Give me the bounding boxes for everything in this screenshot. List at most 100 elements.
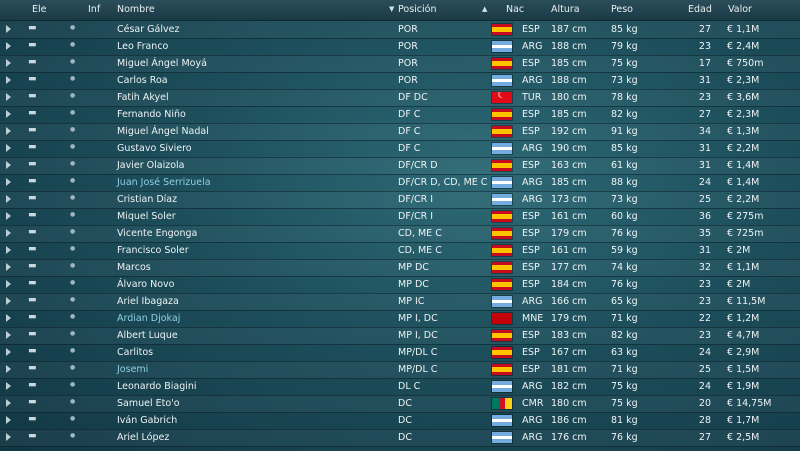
player-name[interactable]: Juan José Serrizuela xyxy=(117,177,211,188)
table-row[interactable]: ▬ ● Marcos MP DC ESP 177 cm 74 kg 32 € 1,1M xyxy=(0,259,800,277)
selection-dash-icon[interactable]: ▬ xyxy=(28,363,37,373)
player-name[interactable]: Josemi xyxy=(117,364,149,375)
table-row[interactable]: ▬ ● Vicente Engonga CD, ME C ESP 179 cm 76 kg 3… xyxy=(0,225,800,243)
expand-row-icon[interactable] xyxy=(6,263,11,271)
selection-dash-icon[interactable]: ▬ xyxy=(28,312,37,322)
selection-dash-icon[interactable]: ▬ xyxy=(28,176,37,186)
table-row[interactable]: ▬ ● Javier Olaizola DF/CR D ESP 163 cm 61 kg 31… xyxy=(0,157,800,175)
table-row[interactable]: ▬ ● Fernando Niño DF C ESP 185 cm 82 kg 27 € 2,3… xyxy=(0,106,800,124)
selection-dash-icon[interactable]: ▬ xyxy=(28,227,37,237)
expand-row-icon[interactable] xyxy=(6,212,11,220)
player-name[interactable]: Ariel Ibagaza xyxy=(117,296,179,307)
selection-dash-icon[interactable]: ▬ xyxy=(28,261,37,271)
column-header-ele[interactable]: Ele xyxy=(32,4,47,15)
column-header-peso[interactable]: Peso xyxy=(611,4,633,15)
expand-row-icon[interactable] xyxy=(6,331,11,339)
expand-row-icon[interactable] xyxy=(6,229,11,237)
column-header-nombre[interactable]: Nombre xyxy=(117,4,155,15)
expand-row-icon[interactable] xyxy=(6,59,11,67)
expand-row-icon[interactable] xyxy=(6,195,11,203)
column-header-nac[interactable]: Nac xyxy=(506,4,525,15)
expand-row-icon[interactable] xyxy=(6,42,11,50)
table-row[interactable]: ▬ ● Iván Gabrich DC ARG 186 cm 81 kg 28 € 1,7M xyxy=(0,412,800,430)
player-name[interactable]: Ardian Djokaj xyxy=(117,313,181,324)
expand-row-icon[interactable] xyxy=(6,348,11,356)
table-row[interactable]: ▬ ● Miquel Soler DF/CR I ESP 161 cm 60 kg 36 € 2… xyxy=(0,208,800,226)
expand-row-icon[interactable] xyxy=(6,127,11,135)
table-row[interactable]: ▬ ● Juan José Serrizuela DF/CR D, CD, ME C A… xyxy=(0,174,800,192)
selection-dash-icon[interactable]: ▬ xyxy=(28,108,37,118)
expand-row-icon[interactable] xyxy=(6,246,11,254)
table-row[interactable]: ▬ ● Carlos Roa POR ARG 188 cm 73 kg 31 € 2,3M xyxy=(0,72,800,90)
table-row[interactable]: ▬ ● Miguel Ángel Nadal DF C ESP 192 cm 91 kg 34… xyxy=(0,123,800,141)
table-row[interactable]: ▬ ● Fatih Akyel DF DC ☾ TUR 180 cm 78 kg 23 € 3,6… xyxy=(0,89,800,107)
column-header-edad[interactable]: Edad xyxy=(688,4,712,15)
player-name[interactable]: Álvaro Novo xyxy=(117,279,175,290)
selection-dash-icon[interactable]: ▬ xyxy=(28,74,37,84)
player-name[interactable]: Miguel Ángel Moyá xyxy=(117,58,207,69)
expand-row-icon[interactable] xyxy=(6,93,11,101)
player-name[interactable]: Albert Luque xyxy=(117,330,178,341)
player-name[interactable]: Miquel Soler xyxy=(117,211,176,222)
selection-dash-icon[interactable]: ▬ xyxy=(28,159,37,169)
table-row[interactable]: ▬ ● César Gálvez POR ESP 187 cm 85 kg 27 € 1,1M xyxy=(0,21,800,39)
player-name[interactable]: Ariel López xyxy=(117,432,170,443)
column-header-valor[interactable]: Valor xyxy=(728,4,752,15)
table-row[interactable]: ▬ ● Samuel Eto'o DC CMR 180 cm 75 kg 20 € 14,75M xyxy=(0,395,800,413)
selection-dash-icon[interactable]: ▬ xyxy=(28,278,37,288)
selection-dash-icon[interactable]: ▬ xyxy=(28,40,37,50)
expand-row-icon[interactable] xyxy=(6,25,11,33)
selection-dash-icon[interactable]: ▬ xyxy=(28,142,37,152)
expand-row-icon[interactable] xyxy=(6,399,11,407)
selection-dash-icon[interactable]: ▬ xyxy=(28,346,37,356)
table-row[interactable]: ▬ ● Gustavo Siviero DF C ARG 190 cm 85 kg 31 € 2… xyxy=(0,140,800,158)
player-name[interactable]: Miguel Ángel Nadal xyxy=(117,126,209,137)
player-name[interactable]: Gustavo Siviero xyxy=(117,143,192,154)
player-name[interactable]: Leonardo Biagini xyxy=(117,381,197,392)
selection-dash-icon[interactable]: ▬ xyxy=(28,431,37,441)
sort-descending-icon[interactable]: ▼ xyxy=(389,5,395,13)
selection-dash-icon[interactable]: ▬ xyxy=(28,210,37,220)
expand-row-icon[interactable] xyxy=(6,416,11,424)
player-name[interactable]: Carlitos xyxy=(117,347,154,358)
player-name[interactable]: Cristian Díaz xyxy=(117,194,178,205)
expand-row-icon[interactable] xyxy=(6,382,11,390)
table-row[interactable]: ▬ ● Miguel Ángel Moyá POR ESP 185 cm 75 kg 17 € … xyxy=(0,55,800,73)
column-header-posicion[interactable]: Posición xyxy=(398,4,437,15)
selection-dash-icon[interactable]: ▬ xyxy=(28,125,37,135)
selection-dash-icon[interactable]: ▬ xyxy=(28,91,37,101)
expand-row-icon[interactable] xyxy=(6,178,11,186)
player-name[interactable]: Marcos xyxy=(117,262,151,273)
player-name[interactable]: Javier Olaizola xyxy=(117,160,185,171)
player-name[interactable]: Leo Franco xyxy=(117,41,169,52)
table-row[interactable]: ▬ ● Ardian Djokaj MP I, DC MNE 179 cm 71 kg 22 €… xyxy=(0,310,800,328)
table-row[interactable]: ▬ ● Leo Franco POR ARG 188 cm 79 kg 23 € 2,4M xyxy=(0,38,800,56)
column-header-inf[interactable]: Inf xyxy=(88,4,101,15)
selection-dash-icon[interactable]: ▬ xyxy=(28,244,37,254)
table-row[interactable]: ▬ ● Ariel Ibagaza MP IC ARG 166 cm 65 kg 23 € 11… xyxy=(0,293,800,311)
expand-row-icon[interactable] xyxy=(6,144,11,152)
expand-row-icon[interactable] xyxy=(6,76,11,84)
column-header-altura[interactable]: Altura xyxy=(551,4,580,15)
table-row[interactable]: ▬ ● Carlitos MP/DL C ESP 167 cm 63 kg 24 € 2,9M xyxy=(0,344,800,362)
player-name[interactable]: Samuel Eto'o xyxy=(117,398,180,409)
table-row[interactable]: ▬ ● Cristian Díaz DF/CR I ARG 173 cm 73 kg 25 € … xyxy=(0,191,800,209)
expand-row-icon[interactable] xyxy=(6,280,11,288)
table-row[interactable]: ▬ ● Josemi MP/DL C ESP 181 cm 71 kg 25 € 1,5M xyxy=(0,361,800,379)
table-row[interactable]: ▬ ● Álvaro Novo MP DC ESP 184 cm 76 kg 23 € 2M xyxy=(0,276,800,294)
table-row[interactable]: ▬ ● Albert Luque MP I, DC ESP 183 cm 82 kg 23 € … xyxy=(0,327,800,345)
expand-row-icon[interactable] xyxy=(6,365,11,373)
expand-row-icon[interactable] xyxy=(6,161,11,169)
table-row[interactable]: ▬ ● Francisco Soler CD, ME C ESP 161 cm 59 kg 3… xyxy=(0,242,800,260)
player-name[interactable]: Fatih Akyel xyxy=(117,92,169,103)
player-name[interactable]: Francisco Soler xyxy=(117,245,189,256)
expand-row-icon[interactable] xyxy=(6,314,11,322)
selection-dash-icon[interactable]: ▬ xyxy=(28,380,37,390)
sort-ascending-icon[interactable]: ▲ xyxy=(482,5,488,13)
selection-dash-icon[interactable]: ▬ xyxy=(28,193,37,203)
selection-dash-icon[interactable]: ▬ xyxy=(28,23,37,33)
expand-row-icon[interactable] xyxy=(6,110,11,118)
player-name[interactable]: Carlos Roa xyxy=(117,75,168,86)
player-name[interactable]: César Gálvez xyxy=(117,24,180,35)
selection-dash-icon[interactable]: ▬ xyxy=(28,295,37,305)
